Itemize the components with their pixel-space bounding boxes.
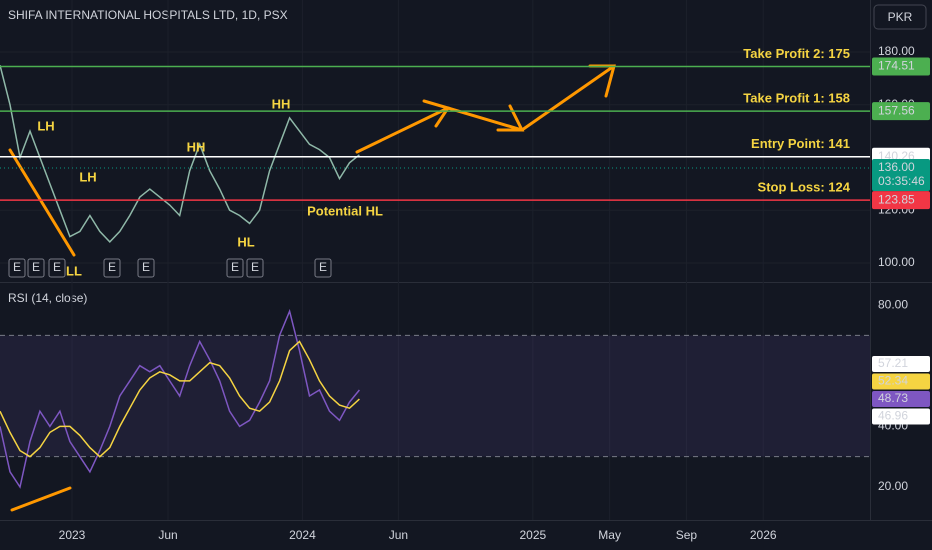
chart-title: SHIFA INTERNATIONAL HOSPITALS LTD, 1D, P…: [8, 8, 288, 22]
rsi-readout-box: [872, 373, 930, 390]
level-label: Take Profit 1: 158: [743, 91, 850, 106]
currency[interactable]: PKR: [888, 10, 913, 24]
price-label-box: [872, 102, 930, 121]
earnings-badge: [246, 258, 264, 278]
rsi-readout-box: [872, 408, 930, 425]
countdown: 03:35:46: [878, 174, 925, 188]
annotation: Potential HL: [307, 203, 383, 218]
earnings-badge: [8, 258, 26, 278]
earnings-label: E: [13, 260, 21, 274]
x-tick-label: 2026: [750, 528, 777, 542]
level-label: Take Profit 2: 175: [743, 46, 850, 61]
rsi-tick-label: 20.00: [878, 479, 908, 493]
rsi-readout-box: [872, 391, 930, 407]
annotation: LH: [79, 169, 96, 184]
x-tick-label: Jun: [158, 528, 177, 542]
earnings-label: E: [319, 260, 327, 274]
y-tick-label: 100.00: [878, 255, 915, 269]
x-tick-label: 2024: [289, 528, 316, 542]
arrow-head: [496, 104, 525, 132]
annotation: HL: [237, 234, 254, 249]
earnings-label: E: [231, 260, 239, 274]
price-label: 123.85: [878, 192, 915, 206]
earnings-label: E: [142, 260, 150, 274]
earnings-badge: [314, 258, 332, 278]
annotation: LH: [37, 118, 54, 133]
level-label: Stop Loss: 124: [758, 180, 851, 195]
projection-arrow: [355, 64, 616, 154]
x-tick-label: May: [598, 528, 621, 542]
x-tick-label: 2025: [519, 528, 546, 542]
price-label: 174.51: [878, 59, 915, 73]
currency-button[interactable]: [873, 4, 927, 30]
price-label-box: [872, 191, 930, 210]
annotation: LL: [66, 263, 82, 278]
rsi-readout-box: [872, 356, 930, 372]
earnings-badge: [137, 258, 155, 278]
y-tick-label: 180.00: [878, 44, 915, 58]
rsi-line: [0, 340, 360, 458]
level-label: Entry Point: 141: [751, 136, 850, 151]
earnings-label: E: [32, 260, 40, 274]
rsi-readout: 46.96: [878, 409, 908, 423]
earnings-badge: [226, 258, 244, 278]
rsi-line: [0, 308, 360, 489]
earnings-label: E: [108, 260, 116, 274]
rsi-trend-line: [10, 486, 72, 512]
price-label: 157.56: [878, 103, 915, 117]
price-line: [0, 65, 360, 243]
earnings-label: E: [251, 260, 259, 274]
x-tick-label: Jun: [389, 528, 408, 542]
current-price-label: 136.00: [878, 160, 915, 174]
rsi-readout: 52.34: [878, 374, 908, 388]
price-label-box: [872, 57, 930, 76]
earnings-badge: [48, 258, 66, 278]
annotation: HH: [187, 139, 206, 154]
x-tick-label: Sep: [676, 528, 698, 542]
trend-line: [8, 148, 76, 257]
current-price-box: [872, 159, 930, 192]
rsi-readout: 48.73: [878, 391, 908, 405]
rsi-title: RSI (14, close): [8, 291, 87, 305]
annotation: HH: [272, 96, 291, 111]
rsi-tick-label: 80.00: [878, 297, 908, 311]
rsi-band-fill: [0, 335, 870, 457]
earnings-badge: [103, 258, 121, 278]
earnings-label: E: [53, 260, 61, 274]
x-tick-label: 2023: [59, 528, 86, 542]
earnings-badge: [27, 258, 45, 278]
arrow-head: [422, 99, 451, 128]
rsi-readout: 57.21: [878, 356, 908, 370]
